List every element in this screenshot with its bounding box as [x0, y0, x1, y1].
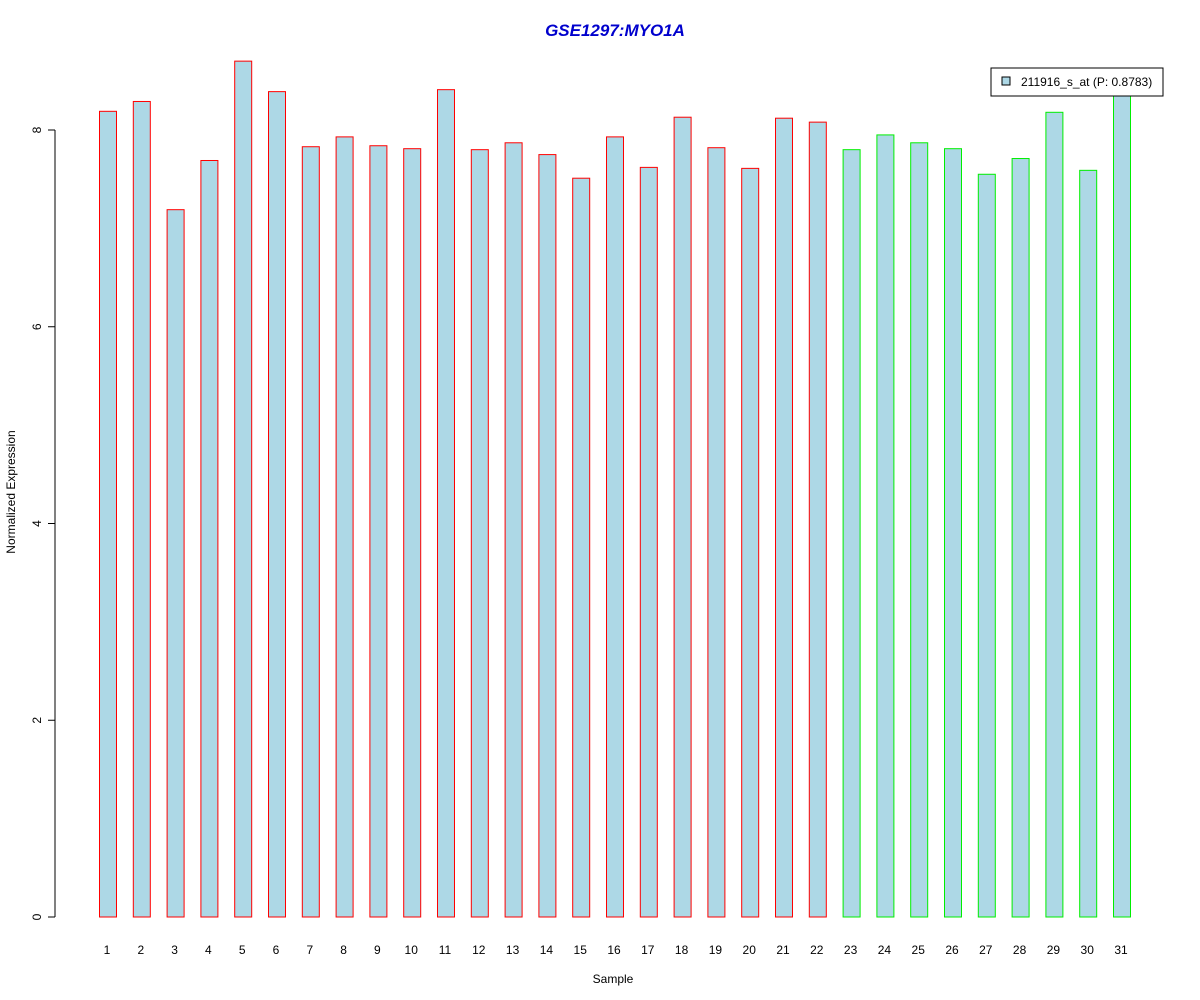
x-tick-label: 19: [709, 943, 723, 957]
x-tick-label: 20: [743, 943, 757, 957]
x-tick-label: 7: [306, 943, 313, 957]
x-tick-label: 12: [472, 943, 486, 957]
bar-sample-6: [268, 91, 286, 918]
x-tick-label: 22: [810, 943, 824, 957]
bar-sample-22: [808, 121, 827, 918]
bar-sample-29: [1045, 111, 1064, 918]
bars: [99, 60, 1131, 918]
bar-sample-21: [775, 117, 793, 918]
x-axis-label: Sample: [593, 972, 634, 986]
bar-sample-18: [673, 116, 692, 918]
x-tick-label: 28: [1013, 943, 1027, 957]
x-tick-label: 29: [1047, 943, 1061, 957]
x-tick-label: 4: [205, 943, 212, 957]
x-tick-label: 17: [641, 943, 655, 957]
x-tick-label: 3: [171, 943, 178, 957]
x-tick-label: 18: [675, 943, 689, 957]
x-tick-label: 21: [776, 943, 790, 957]
bar-sample-31: [1113, 95, 1131, 918]
bar-sample-3: [166, 209, 185, 918]
x-tick-label: 14: [540, 943, 554, 957]
bar-sample-19: [707, 147, 726, 918]
bar-sample-26: [944, 148, 962, 918]
x-tick-label: 9: [374, 943, 381, 957]
x-tick-label: 30: [1081, 943, 1095, 957]
y-axis-label: Normalized Expression: [4, 430, 18, 553]
bar-sample-25: [910, 142, 929, 918]
bar-sample-5: [234, 60, 253, 918]
bar-sample-17: [639, 166, 658, 918]
bar-sample-23: [842, 149, 861, 918]
bar-sample-27: [977, 173, 996, 918]
bar-sample-14: [538, 154, 557, 918]
bar-sample-2: [132, 100, 151, 918]
y-tick-label: 0: [30, 913, 44, 920]
x-tick-label: 10: [405, 943, 419, 957]
legend-label: 211916_s_at (P: 0.8783): [1021, 75, 1152, 89]
bar-sample-12: [470, 149, 489, 918]
bar-sample-20: [741, 167, 760, 918]
x-tick-label: 16: [607, 943, 621, 957]
x-tick-label: 31: [1114, 943, 1128, 957]
bar-sample-15: [572, 177, 591, 918]
y-axis: 0 2 4 6 8: [30, 126, 56, 920]
bar-sample-16: [606, 136, 624, 918]
bar-sample-9: [369, 145, 388, 918]
x-tick-label: 8: [340, 943, 347, 957]
y-tick-label: 2: [30, 717, 44, 724]
x-tick-label: 11: [439, 943, 452, 957]
x-tick-label: 26: [945, 943, 959, 957]
x-tick-label: 2: [137, 943, 144, 957]
x-tick-label: 13: [506, 943, 520, 957]
x-tick-label: 24: [878, 943, 892, 957]
bar-sample-1: [99, 110, 117, 918]
legend: 211916_s_at (P: 0.8783): [990, 67, 1164, 97]
bar-sample-7: [301, 146, 320, 918]
bar-sample-24: [876, 134, 895, 918]
x-tick-label: 25: [912, 943, 926, 957]
legend-box: [990, 67, 1164, 97]
bar-sample-4: [200, 159, 219, 918]
bar-sample-10: [403, 148, 422, 918]
x-tick-label: 5: [239, 943, 246, 957]
bar-sample-30: [1079, 169, 1098, 918]
x-tick-label: 27: [979, 943, 993, 957]
bar-sample-28: [1011, 158, 1030, 918]
y-tick-label: 6: [30, 323, 44, 330]
x-tick-label: 15: [574, 943, 588, 957]
chart-title: GSE1297:MYO1A: [545, 21, 685, 40]
legend-swatch: [1001, 76, 1011, 86]
x-tick-label: 6: [273, 943, 280, 957]
x-axis: 1 2 3 4 5 6 7 8 9 10 11 12 13 14 15 16 17 18 19 20 21 22 23 24 2…: [104, 943, 1128, 957]
x-tick-label: 1: [104, 943, 111, 957]
bar-sample-11: [437, 89, 455, 918]
y-tick-label: 4: [30, 520, 44, 527]
bar-sample-8: [335, 136, 354, 918]
bar-sample-13: [504, 142, 523, 918]
x-tick-label: 23: [844, 943, 858, 957]
y-tick-label: 8: [30, 126, 44, 133]
